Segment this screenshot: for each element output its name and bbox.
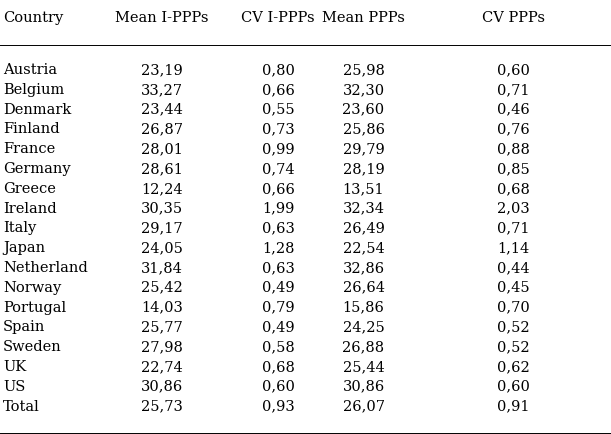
Text: Denmark: Denmark — [3, 102, 71, 116]
Text: 29,17: 29,17 — [141, 221, 183, 235]
Text: 0,45: 0,45 — [497, 280, 530, 294]
Text: US: US — [3, 379, 26, 393]
Text: 0,63: 0,63 — [262, 260, 295, 274]
Text: 26,07: 26,07 — [343, 398, 384, 413]
Text: 0,63: 0,63 — [262, 221, 295, 235]
Text: 12,24: 12,24 — [141, 181, 183, 195]
Text: 0,62: 0,62 — [497, 359, 530, 373]
Text: 24,05: 24,05 — [141, 240, 183, 255]
Text: 0,71: 0,71 — [497, 221, 530, 235]
Text: 15,86: 15,86 — [343, 300, 384, 314]
Text: 2,03: 2,03 — [497, 201, 530, 215]
Text: 26,64: 26,64 — [343, 280, 384, 294]
Text: 28,19: 28,19 — [343, 162, 384, 176]
Text: 28,01: 28,01 — [141, 142, 183, 156]
Text: 0,73: 0,73 — [262, 122, 295, 136]
Text: 0,93: 0,93 — [262, 398, 295, 413]
Text: Spain: Spain — [3, 319, 45, 334]
Text: 13,51: 13,51 — [343, 181, 384, 195]
Text: 24,25: 24,25 — [343, 319, 384, 334]
Text: UK: UK — [3, 359, 26, 373]
Text: Netherland: Netherland — [3, 260, 88, 274]
Text: Ireland: Ireland — [3, 201, 57, 215]
Text: Portugal: Portugal — [3, 300, 66, 314]
Text: Country: Country — [3, 11, 64, 25]
Text: 23,60: 23,60 — [343, 102, 384, 116]
Text: 0,66: 0,66 — [262, 82, 295, 97]
Text: 25,77: 25,77 — [141, 319, 183, 334]
Text: Japan: Japan — [3, 240, 45, 255]
Text: Norway: Norway — [3, 280, 61, 294]
Text: 0,60: 0,60 — [497, 379, 530, 393]
Text: 32,86: 32,86 — [343, 260, 384, 274]
Text: 0,80: 0,80 — [262, 63, 295, 77]
Text: 0,85: 0,85 — [497, 162, 530, 176]
Text: 0,91: 0,91 — [497, 398, 530, 413]
Text: 0,68: 0,68 — [497, 181, 530, 195]
Text: CV PPPs: CV PPPs — [481, 11, 545, 25]
Text: 31,84: 31,84 — [141, 260, 183, 274]
Text: 32,30: 32,30 — [343, 82, 384, 97]
Text: 30,35: 30,35 — [141, 201, 183, 215]
Text: 1,14: 1,14 — [497, 240, 529, 255]
Text: 0,74: 0,74 — [262, 162, 295, 176]
Text: 30,86: 30,86 — [342, 379, 385, 393]
Text: 25,98: 25,98 — [343, 63, 384, 77]
Text: 26,87: 26,87 — [141, 122, 183, 136]
Text: Italy: Italy — [3, 221, 36, 235]
Text: 1,28: 1,28 — [262, 240, 295, 255]
Text: 0,44: 0,44 — [497, 260, 530, 274]
Text: 26,49: 26,49 — [343, 221, 384, 235]
Text: 0,66: 0,66 — [262, 181, 295, 195]
Text: Mean I-PPPs: Mean I-PPPs — [115, 11, 209, 25]
Text: 25,73: 25,73 — [141, 398, 183, 413]
Text: 33,27: 33,27 — [141, 82, 183, 97]
Text: France: France — [3, 142, 56, 156]
Text: 0,88: 0,88 — [497, 142, 530, 156]
Text: 0,49: 0,49 — [262, 280, 295, 294]
Text: 0,76: 0,76 — [497, 122, 530, 136]
Text: 0,68: 0,68 — [262, 359, 295, 373]
Text: Finland: Finland — [3, 122, 60, 136]
Text: 1,99: 1,99 — [262, 201, 294, 215]
Text: Greece: Greece — [3, 181, 56, 195]
Text: Belgium: Belgium — [3, 82, 64, 97]
Text: 27,98: 27,98 — [141, 339, 183, 353]
Text: 22,74: 22,74 — [141, 359, 183, 373]
Text: 25,44: 25,44 — [343, 359, 384, 373]
Text: 26,88: 26,88 — [343, 339, 384, 353]
Text: 0,55: 0,55 — [262, 102, 295, 116]
Text: 23,44: 23,44 — [141, 102, 183, 116]
Text: 32,34: 32,34 — [343, 201, 384, 215]
Text: 28,61: 28,61 — [141, 162, 183, 176]
Text: 25,42: 25,42 — [141, 280, 183, 294]
Text: 25,86: 25,86 — [343, 122, 384, 136]
Text: Sweden: Sweden — [3, 339, 62, 353]
Text: 0,60: 0,60 — [497, 63, 530, 77]
Text: 14,03: 14,03 — [141, 300, 183, 314]
Text: 0,79: 0,79 — [262, 300, 295, 314]
Text: Mean PPPs: Mean PPPs — [322, 11, 405, 25]
Text: Total: Total — [3, 398, 40, 413]
Text: 30,86: 30,86 — [141, 379, 183, 393]
Text: 22,54: 22,54 — [343, 240, 384, 255]
Text: 0,46: 0,46 — [497, 102, 530, 116]
Text: CV I-PPPs: CV I-PPPs — [241, 11, 315, 25]
Text: 0,52: 0,52 — [497, 339, 530, 353]
Text: Austria: Austria — [3, 63, 57, 77]
Text: 0,70: 0,70 — [497, 300, 530, 314]
Text: 0,99: 0,99 — [262, 142, 295, 156]
Text: 0,60: 0,60 — [262, 379, 295, 393]
Text: 0,58: 0,58 — [262, 339, 295, 353]
Text: 0,52: 0,52 — [497, 319, 530, 334]
Text: 29,79: 29,79 — [343, 142, 384, 156]
Text: Germany: Germany — [3, 162, 71, 176]
Text: 0,71: 0,71 — [497, 82, 530, 97]
Text: 0,49: 0,49 — [262, 319, 295, 334]
Text: 23,19: 23,19 — [141, 63, 183, 77]
